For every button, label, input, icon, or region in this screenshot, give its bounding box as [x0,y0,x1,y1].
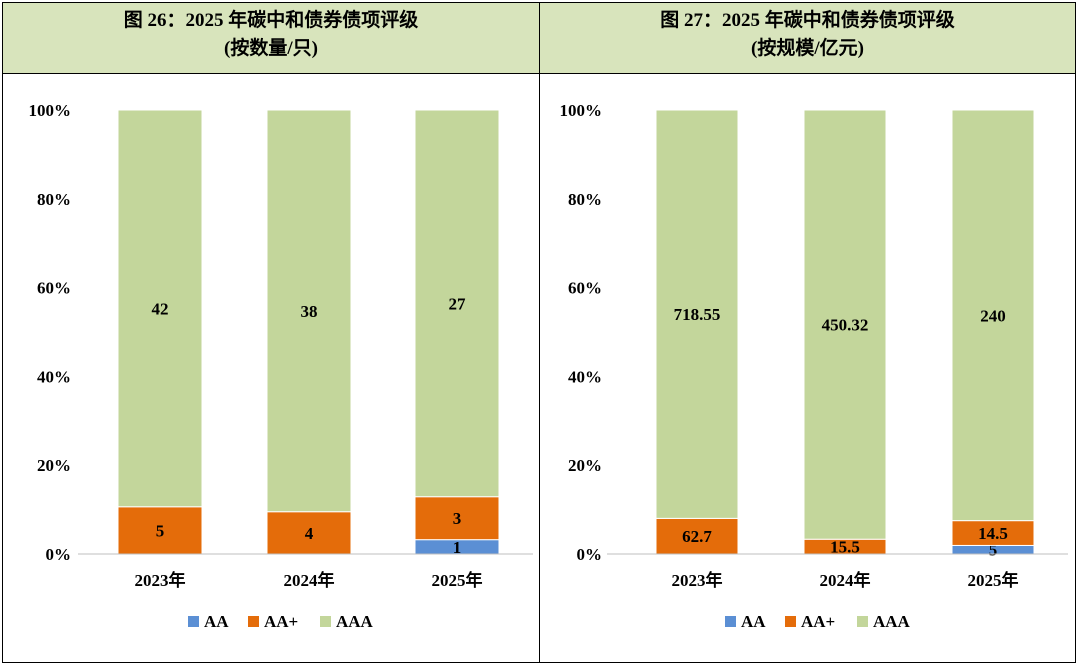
chart-header-27: 图 27：2025 年碳中和债券债项评级 (按规模/亿元) [540,3,1075,74]
y-tick-label: 80% [568,190,602,209]
y-tick-label: 60% [568,279,602,298]
data-label: 15.5 [830,538,860,557]
data-label: 1 [453,538,462,557]
data-label: 27 [449,294,467,313]
x-tick-label: 2025年 [968,570,1019,590]
x-tick-label: 2023年 [672,570,723,590]
bar-segment-aa-plus [117,506,203,555]
stacked-bar-chart-27: 0% 20% 40% 60% 80% 100% 62.7 718.55 2023年 15.5 450… [560,101,1068,631]
x-tick-label: 2025年 [432,570,483,590]
bar-segment-aa-plus [655,517,739,555]
legend-label: AA+ [264,612,298,631]
chart-subtitle: (按数量/只) [224,38,318,59]
legend-swatch-aa [725,616,736,627]
chart-panel-26: 图 26：2025 年碳中和债券债项评级 (按数量/只) 0% 20% 40% 60%… [3,3,540,662]
x-tick-label: 2024年 [820,570,871,590]
bar-segment-aaa [414,109,500,498]
y-tick-label: 40% [37,367,71,386]
data-label: 450.32 [822,316,869,335]
bar-segment-aaa [951,109,1035,522]
data-label: 3 [453,509,462,528]
legend-label: AAA [336,612,374,631]
data-label: 42 [152,299,169,318]
x-tick-label: 2023年 [135,570,186,590]
chart-title: 图 26：2025 年碳中和债券债项评级 [123,10,419,31]
legend-swatch-aaa [320,616,331,627]
y-tick-label: 40% [568,367,602,386]
bar-segment-aaa [803,109,887,540]
data-label: 38 [301,302,318,321]
x-tick-label: 2024年 [284,570,335,590]
chart-title: 图 27：2025 年碳中和债券债项评级 [660,10,955,31]
legend-label: AAA [873,612,911,631]
chart-header-26: 图 26：2025 年碳中和债券债项评级 (按数量/只) [3,3,539,74]
y-tick-label: 20% [37,456,71,475]
y-tick-label: 60% [37,279,71,298]
data-label: 4 [305,524,314,543]
stacked-bar-chart-26: 0% 20% 40% 60% 80% 100% 5 42 2023年 4 38 2024年 1 3 27 20… [29,101,533,631]
bar-segment-aaa [117,109,203,508]
data-label: 5 [156,521,165,540]
legend-swatch-aa-plus [248,616,259,627]
y-tick-label: 80% [37,190,71,209]
data-label: 14.5 [978,524,1008,543]
data-label: 62.7 [682,527,712,546]
legend-label: AA+ [801,612,835,631]
legend-swatch-aa-plus [785,616,796,627]
legend-swatch-aa [188,616,199,627]
data-label: 718.55 [674,305,721,324]
y-tick-label: 0% [46,545,72,564]
data-label: 240 [980,306,1006,325]
y-tick-label: 100% [29,101,72,120]
chart-panel-27: 图 27：2025 年碳中和债券债项评级 (按规模/亿元) 0% 20% 40% 60… [540,3,1075,662]
legend-label: AA [204,612,229,631]
legend-label: AA [741,612,766,631]
data-label: 5 [989,541,998,560]
legend-swatch-aaa [857,616,868,627]
y-tick-label: 0% [577,545,603,564]
bar-segment-aa-plus [951,520,1035,546]
bar-segment-aaa [655,109,739,519]
chart-subtitle: (按规模/亿元) [751,38,864,59]
y-tick-label: 100% [560,101,603,120]
y-tick-label: 20% [568,456,602,475]
bar-segment-aaa [266,109,352,513]
